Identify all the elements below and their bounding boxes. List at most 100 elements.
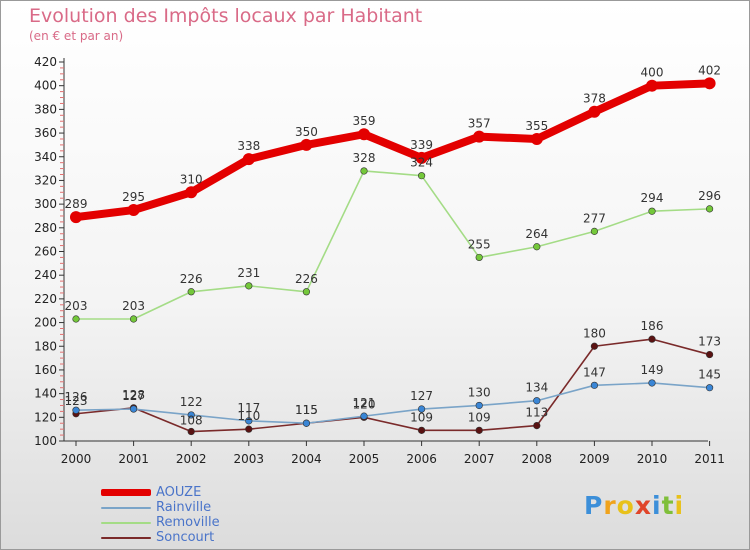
data-label-soncourt: 113 [525,406,548,420]
data-label-removille: 231 [237,266,260,280]
data-label-aouze: 295 [122,190,145,204]
data-label-removille: 328 [353,151,376,165]
data-point-rainville [648,379,656,387]
data-point-soncourt [418,426,426,434]
data-label-aouze: 338 [237,139,260,153]
data-point-soncourt [475,426,483,434]
data-point-rainville [130,405,138,413]
data-label-aouze: 378 [583,92,606,106]
logo-letter: i [674,491,685,520]
data-label-soncourt: 109 [410,410,433,424]
legend-item-rainville: Rainville [101,500,301,515]
data-point-rainville [590,381,599,389]
data-label-aouze: 402 [698,63,721,77]
legend-item-aouze: AOUZE [101,485,301,500]
data-label-rainville: 134 [525,381,548,395]
x-tick-label: 2004 [291,452,322,466]
data-label-soncourt: 109 [468,410,491,424]
data-point-soncourt [245,425,253,433]
data-label-aouze: 310 [180,172,203,186]
data-point-rainville [475,401,483,410]
data-label-soncourt: 186 [641,319,664,333]
data-point-rainville [705,384,714,392]
data-point-removille [360,167,368,175]
data-label-soncourt: 120 [353,397,376,411]
legend-label: Removille [156,515,220,530]
data-point-aouze [70,211,82,224]
y-tick-label: 300 [34,197,57,211]
x-tick-label: 2005 [349,452,380,466]
data-label-soncourt: 108 [180,414,203,428]
data-label-rainville: 147 [583,365,606,379]
data-point-aouze [473,130,486,143]
legend: AOUZE Rainville Removille Soncourt [101,485,301,545]
data-label-soncourt: 110 [237,409,260,423]
data-point-rainville [72,406,80,414]
proxiti-logo: Proxiti [584,491,684,520]
data-point-removille [418,172,426,180]
y-tick-label: 260 [34,245,57,259]
data-label-rainville: 121 [353,396,376,410]
y-tick-label: 380 [34,102,57,116]
series-line-removille [75,170,711,320]
data-label-rainville: 122 [180,395,203,409]
y-tick-label: 140 [34,387,57,401]
data-point-aouze [358,128,370,141]
x-tick-label: 2007 [464,452,495,466]
data-point-removille [302,288,311,296]
x-tick-label: 2000 [61,452,92,466]
data-point-soncourt [705,350,714,359]
data-label-soncourt: 115 [295,403,318,417]
data-point-removille [705,205,714,213]
data-label-removille: 203 [65,299,88,313]
legend-swatch [101,507,151,509]
y-tick-label: 420 [34,55,57,69]
data-point-aouze [127,204,140,217]
data-label-rainville: 117 [237,401,260,415]
data-point-aouze [588,105,601,118]
y-tick-label: 360 [34,126,57,140]
data-point-removille [130,315,138,323]
x-tick-label: 2002 [176,452,207,466]
data-label-aouze: 400 [641,66,664,80]
data-label-removille: 296 [698,189,721,203]
data-label-aouze: 355 [525,119,548,133]
logo-letter: P [584,491,604,520]
y-tick-label: 400 [34,79,57,93]
data-point-rainville [533,397,541,405]
legend-item-removille: Removille [101,515,301,530]
legend-swatch [101,537,151,539]
data-label-rainville: 130 [468,385,491,399]
data-label-rainville: 145 [698,368,721,382]
data-label-removille: 294 [641,191,664,205]
y-tick-label: 220 [34,292,57,306]
data-label-rainville: 115 [295,403,318,417]
data-point-rainville [418,405,426,413]
chart-title: Evolution des Impôts locaux par Habitant [29,5,423,27]
data-point-rainville [187,411,195,419]
data-label-rainville: 127 [122,389,145,403]
y-tick-label: 120 [34,410,57,424]
data-point-removille [187,288,195,296]
data-label-aouze: 350 [295,125,318,139]
data-point-removille [590,227,599,235]
data-point-soncourt [187,427,195,436]
data-label-removille: 324 [410,156,433,170]
logo-letter: x [634,491,652,520]
data-point-aouze [185,186,198,199]
series-line-soncourt [75,338,711,433]
data-label-rainville: 127 [410,389,433,403]
data-point-rainville [302,419,311,427]
logo-letter: t [661,491,675,520]
chart-subtitle: (en € et par an) [29,29,124,43]
data-label-aouze: 359 [353,114,376,128]
data-point-aouze [415,151,428,164]
x-tick-label: 2006 [406,452,437,466]
data-label-removille: 226 [180,272,203,286]
y-tick-label: 240 [34,268,57,282]
legend-swatch [101,522,151,524]
y-tick-label: 180 [34,339,57,353]
x-tick-label: 2001 [118,452,149,466]
data-label-aouze: 289 [65,197,88,211]
